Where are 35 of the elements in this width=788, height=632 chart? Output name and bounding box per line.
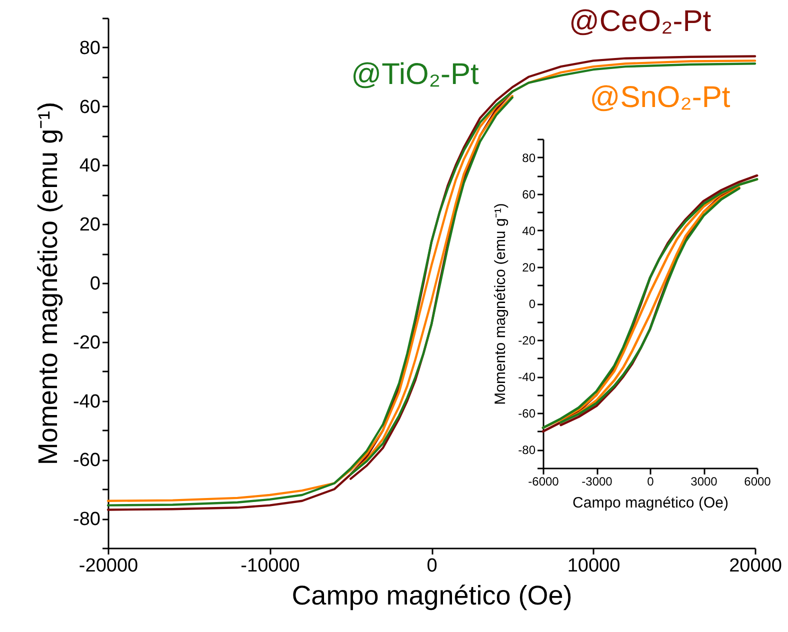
y-tick-label: -40	[518, 370, 536, 384]
y-axis-title: Momento magnético (emu g⁻¹)	[492, 203, 510, 405]
y-tick-label: -40	[73, 391, 100, 412]
y-tick-label: 40	[79, 156, 100, 177]
series-label: @CeO₂-Pt	[568, 5, 712, 38]
y-tick-label: -80	[518, 443, 536, 458]
y-tick-label: -80	[73, 509, 100, 530]
y-axis-title: Momento magnético (emu g⁻¹)	[33, 102, 64, 466]
x-tick-label: -3000	[582, 474, 613, 488]
x-tick-label: 20000	[729, 556, 782, 576]
y-tick-label: -60	[518, 406, 536, 421]
y-tick-label: 80	[79, 38, 100, 59]
x-tick-label: 0	[647, 474, 654, 488]
x-tick-label: -10000	[240, 556, 300, 576]
x-tick-label: -6000	[528, 474, 560, 488]
y-tick-label: 0	[528, 297, 536, 311]
y-tick-label: -20	[73, 332, 100, 354]
x-tick-label: 3000	[690, 474, 718, 488]
y-tick-label: 20	[79, 214, 100, 236]
series-label: @TiO₂-Pt	[351, 58, 480, 91]
x-tick-label: 0	[426, 556, 438, 576]
y-tick-label: -20	[518, 334, 536, 348]
x-axis-title: Campo magnético (Oe)	[292, 580, 572, 610]
y-tick-label: 60	[79, 96, 100, 118]
y-tick-label: 40	[522, 224, 536, 238]
y-tick-label: 60	[522, 187, 536, 202]
y-tick-label: 0	[90, 274, 100, 294]
x-tick-label: -20000	[78, 556, 138, 576]
y-tick-label: 20	[522, 260, 536, 274]
x-axis-title: Campo magnético (Oe)	[572, 494, 728, 512]
series-label: @SnO₂-Pt	[590, 81, 731, 114]
x-tick-label: 10000	[567, 556, 620, 576]
x-tick-label: 6000	[744, 474, 772, 488]
y-tick-label: 80	[522, 150, 536, 165]
y-tick-label: -60	[73, 450, 100, 472]
